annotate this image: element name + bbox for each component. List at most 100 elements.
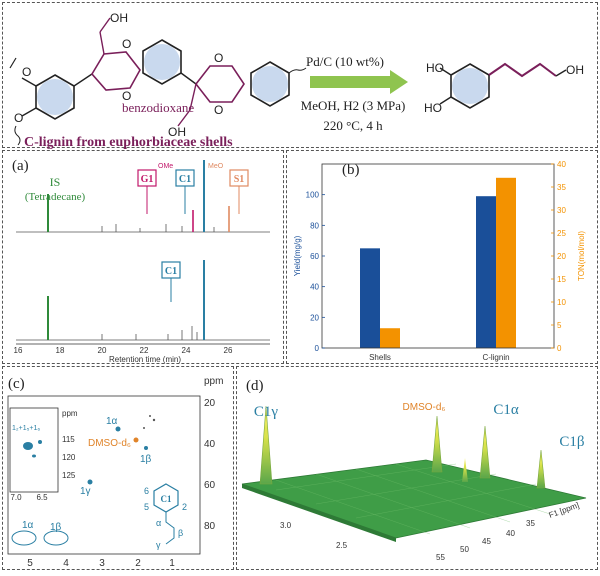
pos-6: 6 bbox=[144, 486, 149, 496]
tick-55: 55 bbox=[436, 553, 445, 562]
y2label: TON(mol/mol) bbox=[577, 231, 586, 281]
peak-1gamma: 1γ bbox=[80, 486, 91, 497]
c1-label-bottom: C1 bbox=[165, 266, 177, 277]
y2tick-label: 20 bbox=[557, 252, 566, 261]
label-c1gamma: C1γ bbox=[254, 404, 279, 420]
y2tick-label: 25 bbox=[557, 229, 566, 238]
panel-d-label: (d) bbox=[246, 378, 264, 394]
ring-1-shade bbox=[37, 79, 73, 115]
c1-label-top: C1 bbox=[179, 174, 191, 185]
inset-ytick-125: 125 bbox=[62, 471, 76, 480]
meo-label: MeO bbox=[208, 163, 224, 170]
o-label-2: O bbox=[14, 111, 23, 125]
panel-c-xticks: 5 4 3 2 1 bbox=[27, 558, 175, 569]
trace-1-minor-peaks bbox=[101, 224, 215, 232]
xtick-18: 18 bbox=[56, 346, 65, 355]
label-dmso: DMSO-d₆ bbox=[403, 402, 446, 413]
reaction-scheme: O O O O OH benzodioxane O O OH C-lignin … bbox=[9, 11, 584, 150]
tick-35: 35 bbox=[526, 519, 535, 528]
oh-label-2: OH bbox=[168, 125, 186, 139]
peak-c1alpha bbox=[479, 425, 491, 479]
peak-1alpha-ellipse bbox=[11, 530, 37, 546]
c1-label-c: C1 bbox=[161, 494, 172, 504]
benzodioxane-label: benzodioxane bbox=[122, 100, 194, 115]
ytick-label: 60 bbox=[310, 252, 319, 261]
is-label: IS bbox=[50, 175, 61, 189]
ome-label: OMe bbox=[158, 163, 173, 170]
inset-peaks bbox=[23, 440, 42, 458]
panel-a-frame bbox=[2, 150, 284, 364]
ytick-60: 60 bbox=[204, 480, 216, 491]
panel-c-label: (c) bbox=[8, 376, 25, 392]
o-label-1: O bbox=[22, 65, 31, 79]
tick-40: 40 bbox=[506, 529, 515, 538]
y2tick-label: 10 bbox=[557, 298, 566, 307]
ylabel: Yield(mg/g) bbox=[293, 235, 302, 276]
panel-d-frame bbox=[236, 366, 598, 570]
ytick-40: 40 bbox=[204, 439, 216, 450]
xtick-1: 1 bbox=[169, 558, 175, 569]
condition-3: 220 °C, 4 h bbox=[323, 118, 383, 133]
peak-1beta-low: 1β bbox=[50, 522, 62, 533]
panel-b-frame bbox=[286, 150, 598, 364]
peak-small-1 bbox=[462, 458, 468, 482]
inset-xtick-70: 7.0 bbox=[10, 493, 22, 502]
reaction-arrow bbox=[310, 70, 408, 94]
pos-gamma: γ bbox=[156, 540, 161, 550]
g1-label: G1 bbox=[141, 174, 154, 185]
tick-45: 45 bbox=[482, 537, 491, 546]
o-label-4: O bbox=[122, 89, 131, 103]
s1-label: S1 bbox=[234, 174, 245, 185]
peak-1beta-ellipse bbox=[43, 530, 69, 546]
y2tick-label: 0 bbox=[557, 344, 562, 353]
panel-c-hsqc: (c) ppm 20 40 60 80 5 4 3 2 1 ppm 115 12… bbox=[7, 376, 223, 569]
label-c1alpha: C1α bbox=[493, 402, 519, 418]
product-chain bbox=[488, 62, 557, 78]
dmso-peak bbox=[133, 437, 139, 443]
inset-ytick-115: 115 bbox=[62, 435, 75, 444]
plot-frame bbox=[321, 163, 555, 349]
pos-2: 2 bbox=[182, 502, 187, 512]
substrate-caption: C-lignin from euphorbiaceae shells bbox=[24, 135, 233, 150]
peak-c1gamma bbox=[259, 405, 273, 485]
bar-yield-c-lignin bbox=[476, 196, 496, 348]
c1-structure-c: C1 6 5 2 α β γ bbox=[144, 483, 187, 550]
panel-d-ticks: 3.0 2.5 35 40 45 50 55 bbox=[280, 519, 535, 562]
y2tick-label: 40 bbox=[557, 160, 566, 169]
o-label-6: O bbox=[214, 103, 223, 117]
peak-1alpha: 1α bbox=[106, 416, 118, 427]
bar-ton-c-lignin bbox=[496, 177, 516, 348]
ytick-label: 100 bbox=[306, 191, 320, 200]
ytick-label: 20 bbox=[310, 313, 319, 322]
panel-a-xticks: 16 18 20 22 24 26 bbox=[14, 346, 233, 355]
surface-front-edge bbox=[242, 484, 396, 542]
panel-a-xlabel: Retention time (min) bbox=[109, 355, 181, 364]
category-label-shells: Shells bbox=[369, 353, 391, 362]
y2tick-label: 35 bbox=[557, 183, 566, 192]
panel-a-label: (a) bbox=[12, 158, 29, 174]
y2tick-label: 30 bbox=[557, 206, 566, 215]
peak-dmso bbox=[431, 415, 443, 473]
tick-50: 50 bbox=[460, 545, 469, 554]
ytick-label: 40 bbox=[310, 283, 319, 292]
xtick-2: 2 bbox=[135, 558, 141, 569]
panel-a-chromatograms: (a) IS (Tetradecane) G1 OMe C1 S1 MeO bbox=[12, 158, 270, 364]
panel-c-yticks: 20 40 60 80 bbox=[204, 398, 216, 532]
peak-1alpha-low: 1α bbox=[22, 520, 34, 531]
ytick-80: 80 bbox=[204, 521, 216, 532]
peak-1beta: 1β bbox=[140, 454, 152, 465]
c1-structure-top: C1 bbox=[175, 169, 195, 214]
inset-xtick-65: 6.5 bbox=[36, 493, 48, 502]
ytick-20: 20 bbox=[204, 398, 216, 409]
inset-ppm: ppm bbox=[62, 409, 78, 418]
s1-structure: S1 MeO bbox=[208, 163, 249, 214]
panel-d-3d-spectrum: (d) C1γ DMSO-d₆ C1α C1β 3.0 2.5 35 40 45… bbox=[241, 378, 587, 562]
is-sublabel: (Tetradecane) bbox=[25, 191, 86, 203]
peak-c1beta bbox=[536, 449, 546, 489]
c1-structure-bottom: C1 bbox=[161, 261, 181, 302]
ring-2 bbox=[142, 39, 182, 85]
scheme-frame bbox=[2, 2, 598, 148]
xtick-5: 5 bbox=[27, 558, 33, 569]
xtick-26: 26 bbox=[224, 346, 233, 355]
label-c1beta: C1β bbox=[559, 434, 584, 450]
